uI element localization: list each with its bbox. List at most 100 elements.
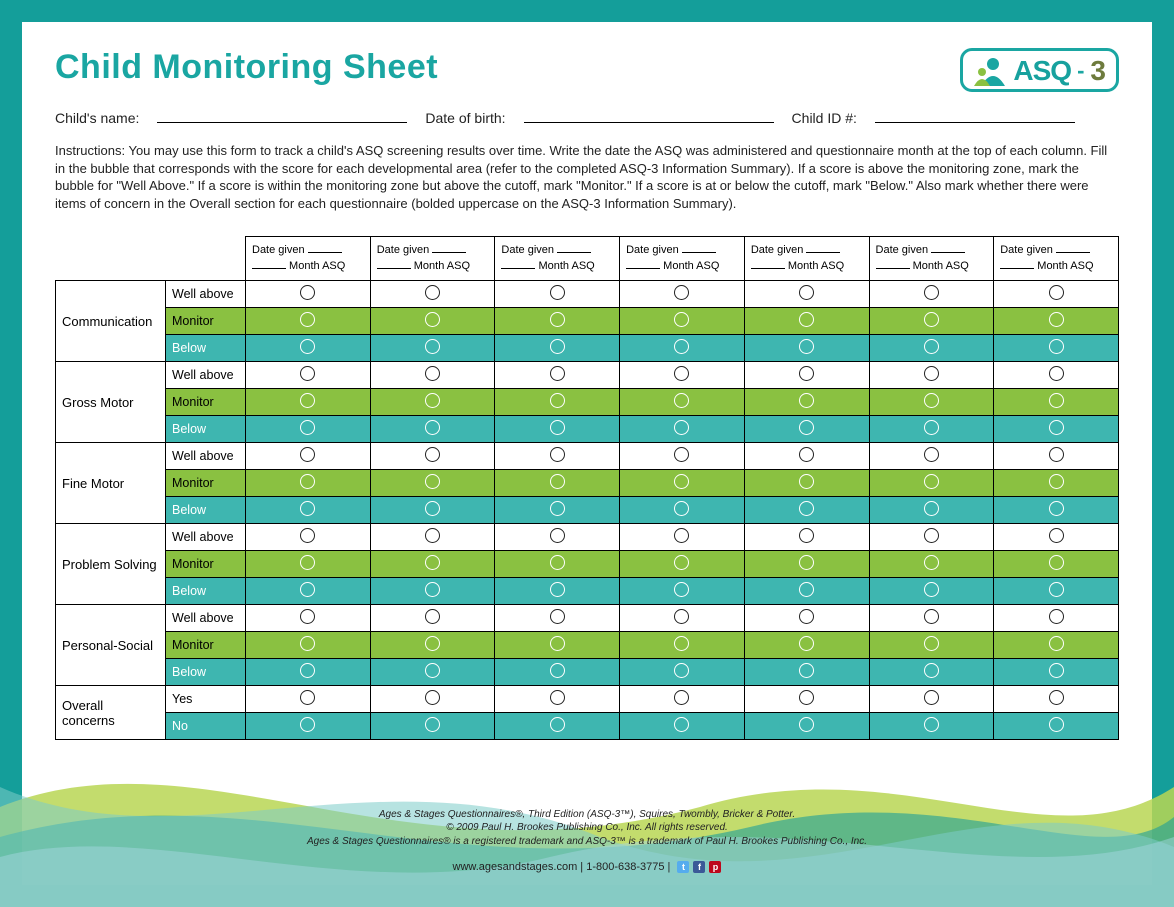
bubble-cell[interactable] (744, 389, 869, 416)
bubble-cell[interactable] (246, 605, 371, 632)
bubble-cell[interactable] (994, 308, 1119, 335)
bubble-cell[interactable] (869, 470, 994, 497)
bubble-cell[interactable] (246, 686, 371, 713)
bubble-cell[interactable] (246, 335, 371, 362)
bubble-cell[interactable] (246, 281, 371, 308)
bubble-cell[interactable] (370, 524, 495, 551)
bubble-cell[interactable] (869, 713, 994, 740)
bubble-cell[interactable] (620, 578, 745, 605)
bubble-cell[interactable] (869, 605, 994, 632)
bubble-cell[interactable] (994, 605, 1119, 632)
bubble-cell[interactable] (869, 632, 994, 659)
bubble-cell[interactable] (744, 551, 869, 578)
bubble-cell[interactable] (744, 470, 869, 497)
bubble-cell[interactable] (869, 497, 994, 524)
bubble-cell[interactable] (994, 335, 1119, 362)
bubble-cell[interactable] (744, 578, 869, 605)
bubble-cell[interactable] (246, 308, 371, 335)
bubble-cell[interactable] (495, 551, 620, 578)
bubble-cell[interactable] (620, 551, 745, 578)
bubble-cell[interactable] (620, 470, 745, 497)
bubble-cell[interactable] (370, 578, 495, 605)
bubble-cell[interactable] (495, 443, 620, 470)
bubble-cell[interactable] (869, 686, 994, 713)
bubble-cell[interactable] (246, 362, 371, 389)
bubble-cell[interactable] (869, 335, 994, 362)
bubble-cell[interactable] (620, 416, 745, 443)
bubble-cell[interactable] (994, 389, 1119, 416)
bubble-cell[interactable] (495, 470, 620, 497)
social-icon[interactable]: p (709, 861, 721, 873)
bubble-cell[interactable] (620, 524, 745, 551)
bubble-cell[interactable] (246, 713, 371, 740)
bubble-cell[interactable] (620, 632, 745, 659)
bubble-cell[interactable] (620, 362, 745, 389)
bubble-cell[interactable] (869, 308, 994, 335)
bubble-cell[interactable] (869, 362, 994, 389)
bubble-cell[interactable] (744, 686, 869, 713)
bubble-cell[interactable] (370, 686, 495, 713)
bubble-cell[interactable] (246, 416, 371, 443)
dob-blank[interactable] (524, 111, 774, 123)
bubble-cell[interactable] (869, 281, 994, 308)
bubble-cell[interactable] (869, 389, 994, 416)
social-icon[interactable]: f (693, 861, 705, 873)
bubble-cell[interactable] (620, 659, 745, 686)
social-icon[interactable]: t (677, 861, 689, 873)
child-id-blank[interactable] (875, 111, 1075, 123)
bubble-cell[interactable] (994, 713, 1119, 740)
bubble-cell[interactable] (744, 416, 869, 443)
bubble-cell[interactable] (869, 524, 994, 551)
bubble-cell[interactable] (246, 389, 371, 416)
bubble-cell[interactable] (744, 443, 869, 470)
bubble-cell[interactable] (370, 470, 495, 497)
bubble-cell[interactable] (370, 335, 495, 362)
bubble-cell[interactable] (744, 497, 869, 524)
bubble-cell[interactable] (994, 659, 1119, 686)
bubble-cell[interactable] (370, 497, 495, 524)
bubble-cell[interactable] (495, 497, 620, 524)
bubble-cell[interactable] (370, 389, 495, 416)
bubble-cell[interactable] (370, 281, 495, 308)
bubble-cell[interactable] (620, 686, 745, 713)
bubble-cell[interactable] (495, 713, 620, 740)
bubble-cell[interactable] (744, 632, 869, 659)
bubble-cell[interactable] (370, 713, 495, 740)
bubble-cell[interactable] (246, 497, 371, 524)
bubble-cell[interactable] (495, 659, 620, 686)
bubble-cell[interactable] (246, 524, 371, 551)
bubble-cell[interactable] (869, 551, 994, 578)
bubble-cell[interactable] (994, 632, 1119, 659)
bubble-cell[interactable] (869, 443, 994, 470)
bubble-cell[interactable] (495, 605, 620, 632)
bubble-cell[interactable] (495, 416, 620, 443)
bubble-cell[interactable] (495, 308, 620, 335)
bubble-cell[interactable] (744, 713, 869, 740)
bubble-cell[interactable] (246, 578, 371, 605)
bubble-cell[interactable] (744, 659, 869, 686)
bubble-cell[interactable] (994, 497, 1119, 524)
bubble-cell[interactable] (370, 362, 495, 389)
bubble-cell[interactable] (744, 362, 869, 389)
bubble-cell[interactable] (869, 416, 994, 443)
bubble-cell[interactable] (370, 308, 495, 335)
bubble-cell[interactable] (994, 578, 1119, 605)
bubble-cell[interactable] (620, 281, 745, 308)
bubble-cell[interactable] (370, 659, 495, 686)
bubble-cell[interactable] (246, 443, 371, 470)
bubble-cell[interactable] (620, 443, 745, 470)
bubble-cell[interactable] (370, 605, 495, 632)
bubble-cell[interactable] (994, 416, 1119, 443)
bubble-cell[interactable] (246, 659, 371, 686)
bubble-cell[interactable] (744, 524, 869, 551)
bubble-cell[interactable] (744, 281, 869, 308)
bubble-cell[interactable] (994, 551, 1119, 578)
bubble-cell[interactable] (495, 389, 620, 416)
bubble-cell[interactable] (744, 605, 869, 632)
bubble-cell[interactable] (246, 470, 371, 497)
bubble-cell[interactable] (370, 551, 495, 578)
bubble-cell[interactable] (994, 281, 1119, 308)
bubble-cell[interactable] (620, 497, 745, 524)
bubble-cell[interactable] (495, 578, 620, 605)
bubble-cell[interactable] (744, 308, 869, 335)
